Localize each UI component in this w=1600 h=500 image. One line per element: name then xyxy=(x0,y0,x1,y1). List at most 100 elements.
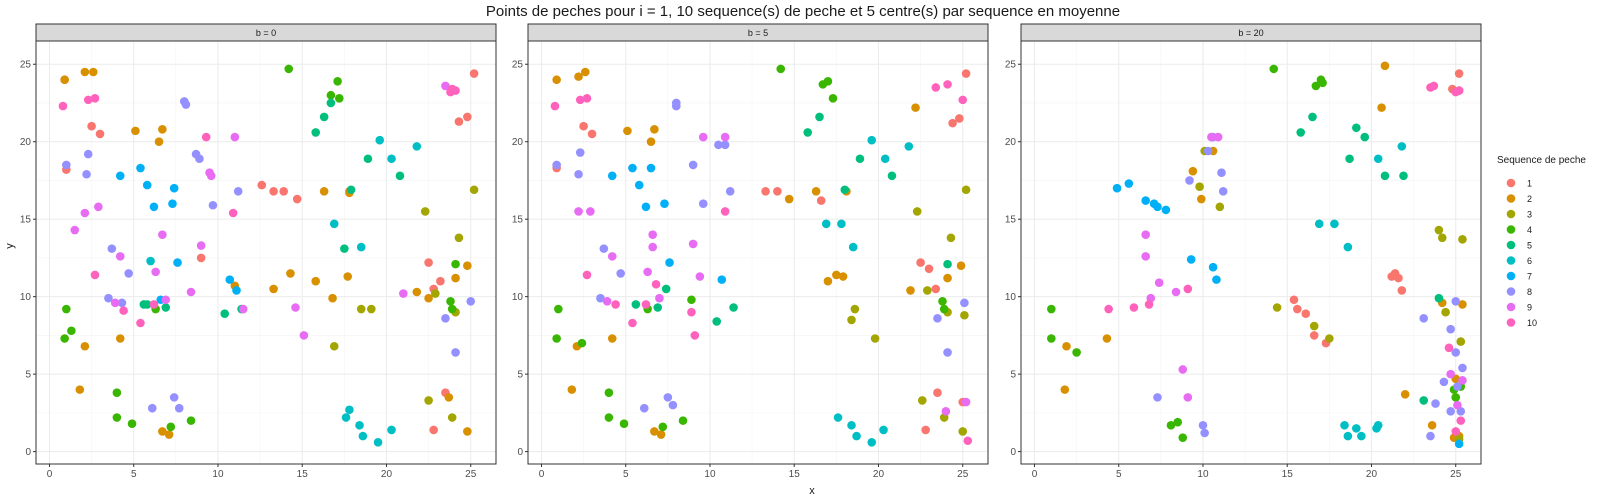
data-point xyxy=(1183,393,1193,402)
data-point xyxy=(232,286,241,295)
data-point xyxy=(714,140,723,150)
data-point xyxy=(607,334,617,343)
data-point xyxy=(358,431,368,441)
series-3 xyxy=(847,185,971,436)
data-point xyxy=(149,300,159,309)
data-point xyxy=(577,338,587,348)
y-tick-label: 25 xyxy=(512,60,524,71)
data-point xyxy=(169,393,179,402)
data-point xyxy=(431,289,440,298)
data-point xyxy=(634,180,644,190)
data-point xyxy=(616,269,625,278)
data-point xyxy=(441,81,450,91)
data-point xyxy=(1203,146,1213,156)
facet-panel: b = 5 0 5 10 15 20 25 0 5 10 15 20 25 xyxy=(512,23,989,480)
data-point xyxy=(1427,420,1437,430)
data-point xyxy=(326,98,336,108)
data-point xyxy=(1458,300,1467,309)
data-point xyxy=(1218,186,1228,196)
data-point xyxy=(387,154,396,164)
legend-key xyxy=(1506,225,1516,234)
data-point xyxy=(80,208,90,218)
x-tick-label: 15 xyxy=(1282,469,1294,480)
legend-key xyxy=(1506,318,1516,327)
data-point xyxy=(599,244,609,253)
legend: Sequence de peche 1 2 3 4 5 6 7 8 9 10 xyxy=(1497,155,1586,328)
data-point xyxy=(83,149,93,159)
data-point xyxy=(375,135,385,145)
data-point xyxy=(623,126,632,136)
legend-label: 5 xyxy=(1527,241,1532,251)
legend-label: 10 xyxy=(1527,318,1537,328)
data-point xyxy=(424,293,433,303)
data-point xyxy=(687,295,696,305)
data-point xyxy=(1330,219,1339,229)
y-tick-label: 0 xyxy=(1010,447,1016,458)
data-point xyxy=(1434,293,1444,303)
data-point xyxy=(1215,202,1225,212)
y-tick-label: 5 xyxy=(25,370,31,381)
data-point xyxy=(1207,132,1216,142)
data-point xyxy=(169,183,179,193)
data-point xyxy=(454,117,464,126)
legend-label: 8 xyxy=(1527,287,1532,297)
data-point xyxy=(852,431,861,441)
data-point xyxy=(62,160,71,170)
data-point xyxy=(142,180,152,190)
y-tick-label: 5 xyxy=(1010,370,1016,381)
data-point xyxy=(1289,295,1299,305)
data-point xyxy=(1446,407,1455,416)
data-point xyxy=(1195,182,1204,191)
data-point xyxy=(436,276,445,286)
data-point xyxy=(343,272,353,281)
data-point xyxy=(575,148,585,157)
data-point xyxy=(1047,334,1056,343)
data-point xyxy=(911,103,920,112)
y-tick-label: 15 xyxy=(1005,215,1017,226)
data-point xyxy=(943,348,952,357)
data-point xyxy=(1343,431,1353,441)
data-point xyxy=(938,297,947,306)
data-point xyxy=(619,419,629,429)
data-point xyxy=(641,300,651,309)
data-point xyxy=(1293,304,1302,314)
data-point xyxy=(904,142,914,151)
x-tick-label: 5 xyxy=(623,469,629,480)
data-point xyxy=(955,114,964,123)
data-point xyxy=(90,270,100,280)
data-point xyxy=(958,427,968,436)
facet-panel: b = 0 0 5 10 15 20 25 0 5 10 15 20 25 xyxy=(20,23,497,480)
data-point xyxy=(319,186,329,196)
series-8 xyxy=(1153,132,1467,441)
data-point xyxy=(345,405,354,415)
data-point xyxy=(1399,171,1408,181)
data-point xyxy=(1186,255,1196,264)
data-point xyxy=(1394,273,1403,283)
data-point xyxy=(420,207,430,216)
data-point xyxy=(1141,230,1150,239)
data-point xyxy=(650,427,659,436)
data-point xyxy=(286,269,295,278)
data-point xyxy=(931,284,941,294)
data-point xyxy=(311,128,321,137)
y-tick-label: 20 xyxy=(20,137,32,148)
data-point xyxy=(943,80,952,89)
data-point xyxy=(1458,376,1467,385)
data-point xyxy=(230,132,240,142)
data-point xyxy=(142,300,152,309)
facet-strip xyxy=(1020,23,1482,42)
data-point xyxy=(655,293,664,303)
facet-strip xyxy=(35,23,497,42)
data-point xyxy=(363,154,373,164)
data-point xyxy=(424,258,433,267)
data-point xyxy=(816,196,826,205)
data-point xyxy=(136,163,145,173)
data-point xyxy=(356,242,366,252)
data-point xyxy=(784,194,794,204)
legend-label: 9 xyxy=(1527,303,1532,313)
data-point xyxy=(424,396,433,405)
data-point xyxy=(946,233,956,243)
data-point xyxy=(811,186,821,196)
data-point xyxy=(373,438,383,447)
data-point xyxy=(1426,431,1435,441)
